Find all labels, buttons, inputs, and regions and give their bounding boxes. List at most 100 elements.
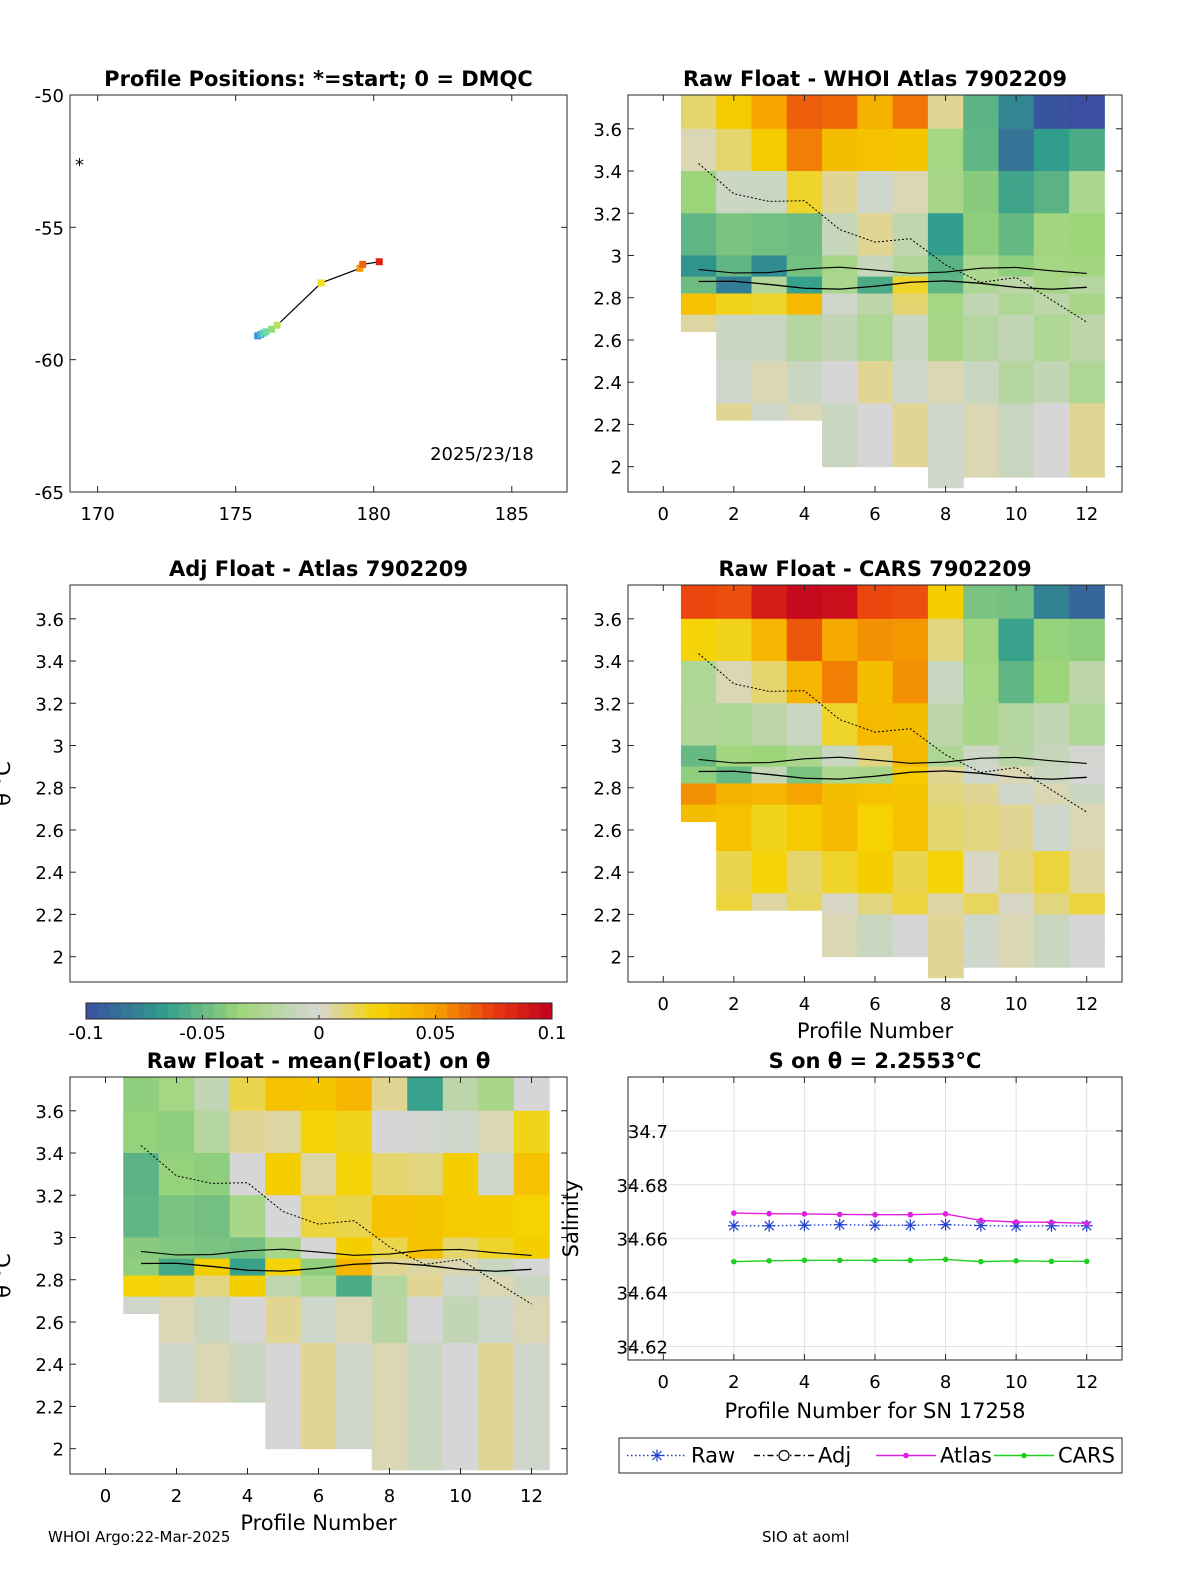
heatmap-cell bbox=[1033, 585, 1070, 594]
heatmap-cell bbox=[1033, 103, 1070, 113]
data-point-cars bbox=[907, 1257, 914, 1264]
y-tick-label: 34.62 bbox=[616, 1338, 668, 1359]
heatmap-cell bbox=[716, 629, 752, 641]
heatmap-cell bbox=[963, 703, 999, 715]
colorbar-swatch bbox=[202, 1003, 215, 1019]
heatmap-cell bbox=[265, 1131, 302, 1143]
heatmap-cell bbox=[716, 766, 752, 772]
heatmap-cell bbox=[371, 1262, 408, 1268]
heatmap-cell bbox=[892, 337, 929, 350]
heatmap-cell bbox=[822, 403, 858, 420]
heatmap-cell bbox=[123, 1110, 160, 1122]
heatmap-cell bbox=[1033, 458, 1070, 478]
heatmap-cell bbox=[927, 280, 964, 286]
heatmap-cell bbox=[407, 1267, 444, 1272]
heatmap-cell bbox=[1033, 756, 1070, 762]
heatmap-cell bbox=[1033, 309, 1070, 316]
heatmap-cell bbox=[927, 601, 964, 611]
heatmap-cell bbox=[963, 629, 999, 641]
heatmap-cell bbox=[786, 371, 823, 383]
heatmap-cell bbox=[194, 1174, 231, 1186]
heatmap-cell bbox=[927, 149, 964, 161]
heatmap-cell bbox=[407, 1343, 444, 1376]
heatmap-cell bbox=[751, 734, 788, 746]
heatmap-cell bbox=[751, 618, 788, 630]
heatmap-cell bbox=[857, 914, 894, 926]
heatmap-cell bbox=[336, 1258, 373, 1264]
heatmap-cell bbox=[194, 1372, 231, 1388]
heatmap-cell bbox=[1033, 289, 1070, 294]
heatmap-cell bbox=[998, 213, 1035, 225]
heatmap-cell bbox=[1069, 223, 1105, 235]
y-tick-label: 3 bbox=[53, 1228, 64, 1249]
heatmap-cell bbox=[1069, 816, 1105, 829]
heatmap-cell bbox=[513, 1374, 550, 1407]
heatmap-cell bbox=[478, 1374, 515, 1407]
heatmap-cell bbox=[822, 804, 858, 817]
heatmap-cell bbox=[998, 223, 1035, 235]
heatmap-cell bbox=[680, 293, 717, 300]
heatmap-cell bbox=[751, 95, 788, 104]
heatmap-cell bbox=[786, 255, 823, 262]
heatmap-cell bbox=[786, 761, 823, 768]
heatmap-cell bbox=[716, 276, 752, 282]
heatmap-cell bbox=[1033, 775, 1070, 780]
colorbar-swatch bbox=[470, 1003, 483, 1019]
legend-label-raw: Raw bbox=[691, 1444, 735, 1468]
heatmap-cell bbox=[963, 756, 999, 762]
heatmap-cell bbox=[963, 682, 999, 694]
heatmap-cell bbox=[194, 1248, 231, 1254]
heatmap-cell bbox=[892, 872, 929, 884]
heatmap-cell bbox=[822, 914, 858, 926]
data-point-raw bbox=[869, 1219, 881, 1232]
heatmap-cell bbox=[892, 898, 929, 905]
heatmap-cell bbox=[336, 1280, 373, 1287]
heatmap-cell bbox=[857, 361, 894, 373]
heatmap-cell bbox=[194, 1343, 231, 1359]
heatmap-cell bbox=[963, 149, 999, 161]
legend-marker bbox=[1021, 1452, 1027, 1459]
heatmap-cell bbox=[680, 713, 717, 725]
heatmap-cell bbox=[1069, 756, 1105, 762]
heatmap-cell bbox=[680, 629, 717, 641]
heatmap-cell bbox=[371, 1296, 408, 1309]
heatmap-cell bbox=[158, 1286, 195, 1292]
colorbar-swatch bbox=[493, 1003, 506, 1019]
heatmap-cell bbox=[822, 111, 858, 121]
heatmap-cell bbox=[300, 1085, 337, 1095]
heatmap-cell bbox=[1069, 940, 1105, 955]
colorbar-tick-label: 0.1 bbox=[538, 1023, 567, 1044]
heatmap-cell bbox=[407, 1121, 444, 1133]
y-tick-label: 2.4 bbox=[35, 1355, 64, 1376]
heatmap-cell bbox=[716, 756, 752, 762]
heatmap-cell bbox=[716, 827, 752, 840]
heatmap-cell bbox=[229, 1142, 266, 1154]
legend-label-adj: Adj bbox=[818, 1444, 851, 1468]
colorbar-swatch bbox=[132, 1003, 145, 1019]
heatmap-cell bbox=[265, 1308, 302, 1321]
heatmap-cell bbox=[857, 788, 894, 795]
heatmap-cell bbox=[229, 1343, 266, 1359]
heatmap-cell bbox=[1069, 276, 1105, 282]
heatmap-cell bbox=[998, 898, 1035, 905]
heatmap-cell bbox=[892, 827, 929, 840]
star-stroke bbox=[764, 1220, 775, 1231]
heatmap-cell bbox=[998, 703, 1035, 715]
heatmap-cell bbox=[786, 293, 823, 300]
heatmap-cell bbox=[998, 234, 1035, 246]
heatmap-cell bbox=[1033, 171, 1070, 183]
heatmap-cell bbox=[680, 192, 717, 204]
colorbar-swatch bbox=[388, 1003, 402, 1019]
heatmap-cell bbox=[822, 255, 858, 262]
heatmap-cell bbox=[442, 1174, 479, 1186]
heatmap-cell bbox=[786, 160, 823, 172]
y-tick-label: 3 bbox=[611, 736, 622, 757]
heatmap-cell bbox=[927, 650, 964, 662]
heatmap-cell bbox=[1069, 202, 1105, 214]
heatmap-cell bbox=[786, 260, 823, 267]
heatmap-cell bbox=[407, 1258, 444, 1264]
heatmap-cell bbox=[1033, 601, 1070, 611]
heatmap-cell bbox=[751, 713, 788, 725]
heatmap-cell bbox=[407, 1077, 444, 1086]
